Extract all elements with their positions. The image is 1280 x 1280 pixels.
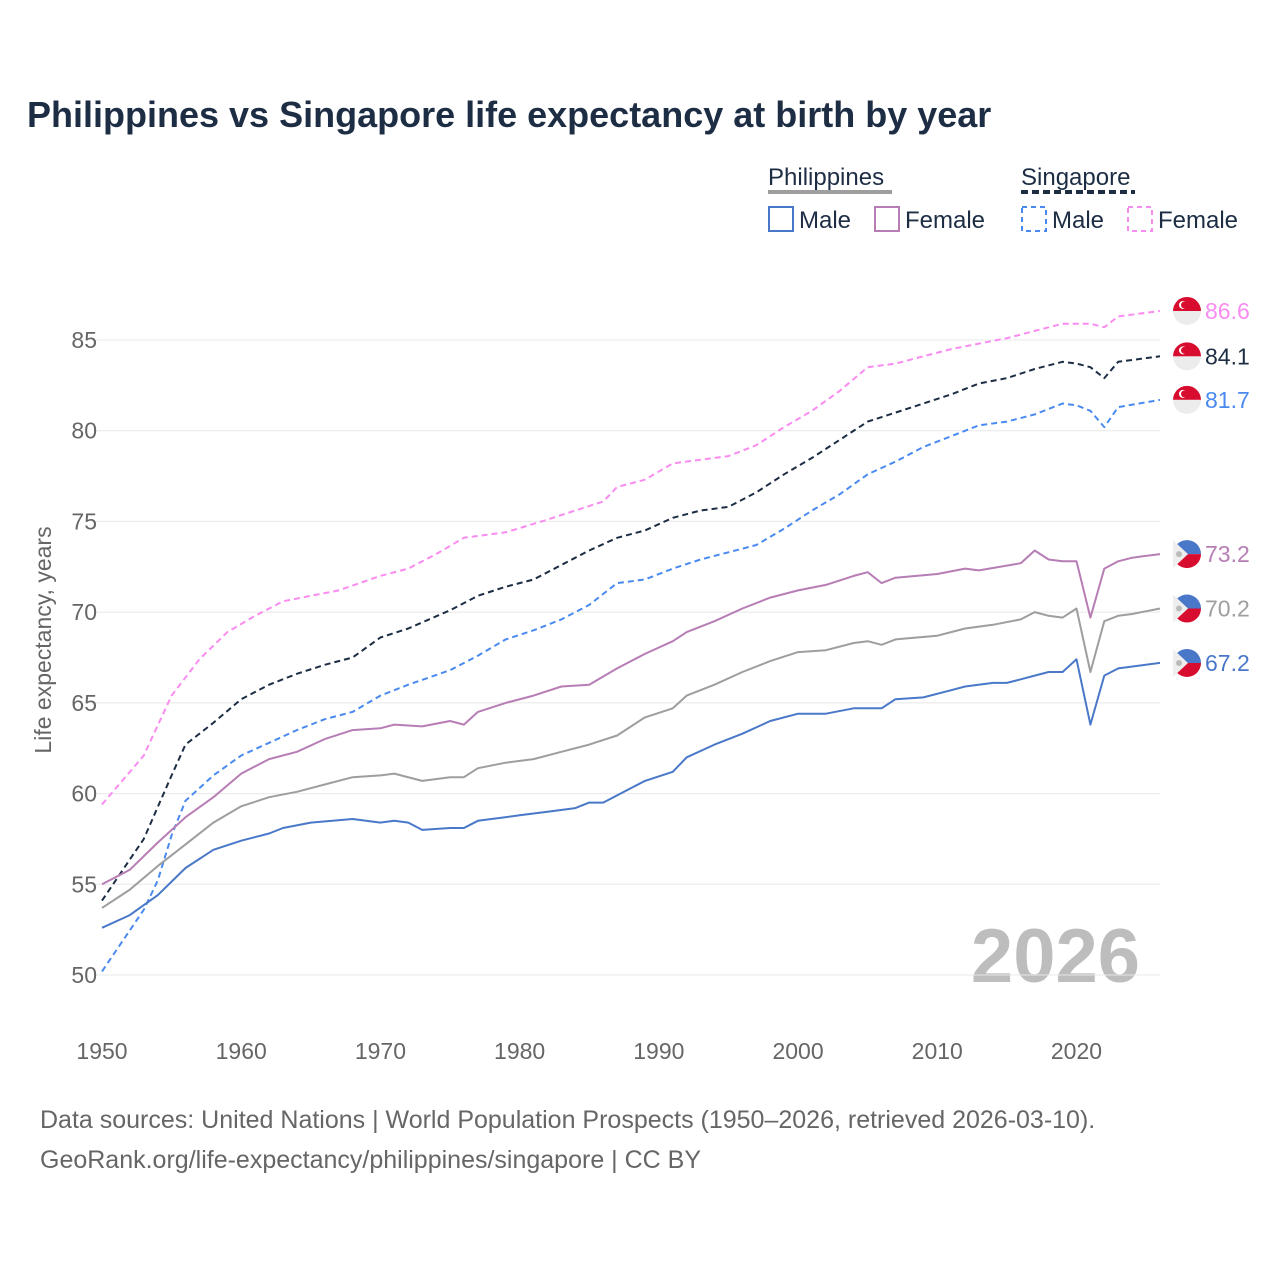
- x-tick-label: 1960: [216, 1038, 267, 1064]
- year-watermark: 2026: [971, 914, 1140, 999]
- end-value-label: 70.2: [1205, 596, 1250, 622]
- series-line-philippines-male: [101, 658, 1161, 929]
- singapore-flag-icon: [1173, 310, 1201, 325]
- series-line-singapore-male: [101, 398, 1161, 972]
- crescent-icon: [1181, 346, 1188, 354]
- legend-item-label: Male: [799, 207, 851, 234]
- y-tick-label: 50: [71, 962, 97, 988]
- y-tick-label: 75: [71, 508, 97, 534]
- crescent-icon: [1181, 301, 1188, 309]
- y-tick-label: 70: [71, 599, 97, 625]
- series-line-singapore-female: [101, 310, 1161, 806]
- chart-title: Philippines vs Singapore life expectancy…: [27, 94, 992, 135]
- y-axis-label: Life expectancy, years: [30, 526, 56, 753]
- y-tick-label: 85: [71, 327, 97, 353]
- legend-swatch: [874, 206, 900, 232]
- end-value-label: 67.2: [1205, 650, 1250, 676]
- y-tick-label: 80: [71, 418, 97, 444]
- data-source-text: Data sources: United Nations | World Pop…: [40, 1106, 1096, 1134]
- series-line-singapore: [101, 355, 1161, 902]
- x-tick-label: 1970: [355, 1038, 406, 1064]
- legend-item-label: Female: [1158, 207, 1238, 234]
- end-value-label: 84.1: [1205, 343, 1250, 369]
- legend-swatch: [1127, 206, 1153, 232]
- legend-item-label: Female: [905, 207, 985, 234]
- end-value-label: 86.6: [1205, 298, 1250, 324]
- legend-swatch: [768, 206, 794, 232]
- end-value-label: 81.7: [1205, 387, 1250, 413]
- source-url-text: GeoRank.org/life-expectancy/philippines/…: [40, 1146, 702, 1174]
- legend-swatch: [1021, 206, 1047, 232]
- legend-group-title: Philippines: [768, 164, 884, 191]
- end-value-label: 73.2: [1205, 541, 1250, 567]
- y-tick-label: 65: [71, 690, 97, 716]
- sun-icon: [1176, 659, 1182, 666]
- singapore-flag-icon: [1173, 356, 1201, 371]
- crescent-icon: [1181, 390, 1188, 398]
- y-tick-label: 55: [71, 871, 97, 897]
- y-tick-label: 60: [71, 781, 97, 807]
- x-tick-label: 2000: [772, 1038, 823, 1064]
- series-line-philippines: [101, 607, 1161, 909]
- x-tick-label: 1980: [494, 1038, 545, 1064]
- x-tick-label: 2010: [912, 1038, 963, 1064]
- sun-icon: [1176, 551, 1182, 558]
- sun-icon: [1176, 605, 1182, 612]
- legend-group-title: Singapore: [1021, 164, 1130, 191]
- legend-item-label: Male: [1052, 207, 1104, 234]
- x-tick-label: 2020: [1051, 1038, 1102, 1064]
- x-tick-label: 1990: [633, 1038, 684, 1064]
- x-tick-label: 1950: [76, 1038, 127, 1064]
- singapore-flag-icon: [1173, 399, 1201, 414]
- series-line-philippines-female: [101, 549, 1161, 886]
